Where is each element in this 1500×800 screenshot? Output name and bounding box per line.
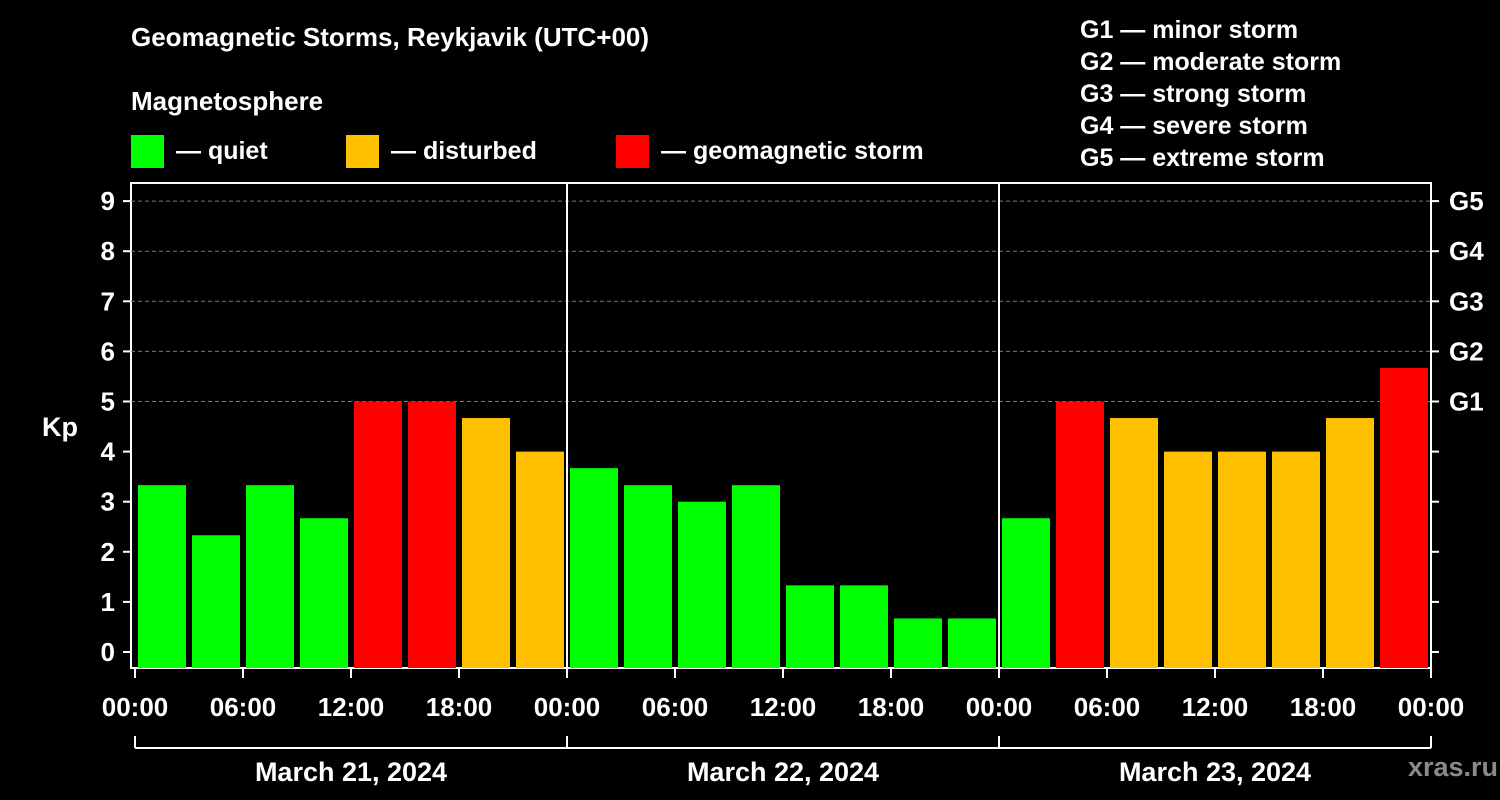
right-axis-label-G5: G5 xyxy=(1449,186,1484,216)
xtick-label-2: 12:00 xyxy=(318,692,385,722)
xtick-label-1: 06:00 xyxy=(210,692,277,722)
ytick-label-7: 7 xyxy=(101,286,115,316)
bar-20 xyxy=(1218,451,1266,668)
ytick-label-6: 6 xyxy=(101,336,115,366)
bar-11 xyxy=(732,485,780,668)
bar-12 xyxy=(786,585,834,668)
xtick-label-11: 18:00 xyxy=(1290,692,1357,722)
xtick-label-6: 12:00 xyxy=(750,692,817,722)
ytick-label-8: 8 xyxy=(101,236,115,266)
storm-level-g2: G2 — moderate storm xyxy=(1080,48,1342,76)
bar-19 xyxy=(1164,451,1212,668)
legend-item-quiet: — quiet xyxy=(131,134,268,168)
bar-8 xyxy=(570,468,618,668)
bar-18 xyxy=(1110,418,1158,668)
xtick-label-8: 00:00 xyxy=(966,692,1033,722)
bar-0 xyxy=(138,485,186,668)
right-axis-label-G4: G4 xyxy=(1449,236,1484,266)
bar-14 xyxy=(894,618,942,668)
ytick-label-4: 4 xyxy=(101,437,116,467)
ytick-label-9: 9 xyxy=(101,186,115,216)
bar-2 xyxy=(246,485,294,668)
right-axis-label-G2: G2 xyxy=(1449,336,1484,366)
xtick-label-5: 06:00 xyxy=(642,692,709,722)
bar-1 xyxy=(192,535,240,668)
bar-13 xyxy=(840,585,888,668)
xtick-label-9: 06:00 xyxy=(1074,692,1141,722)
bar-7 xyxy=(516,451,564,668)
day-label-0: March 21, 2024 xyxy=(255,757,447,787)
bar-15 xyxy=(948,618,996,668)
storm-level-g3: G3 — strong storm xyxy=(1080,80,1307,108)
legend-label-storm: — geomagnetic storm xyxy=(661,136,924,165)
bar-4 xyxy=(354,401,402,668)
y-axis-label: Kp xyxy=(42,412,78,442)
legend-swatch-quiet xyxy=(131,134,164,168)
legend-label-quiet: — quiet xyxy=(176,136,268,165)
bar-10 xyxy=(678,501,726,668)
bar-3 xyxy=(300,518,348,668)
ytick-label-5: 5 xyxy=(101,387,115,417)
xtick-label-12: 00:00 xyxy=(1398,692,1465,722)
legend-item-disturbed: — disturbed xyxy=(346,134,537,168)
ytick-label-3: 3 xyxy=(101,487,115,517)
xtick-label-4: 00:00 xyxy=(534,692,601,722)
legend-item-storm: — geomagnetic storm xyxy=(616,134,924,168)
storm-level-g5: G5 — extreme storm xyxy=(1080,144,1325,172)
storm-level-g1: G1 — minor storm xyxy=(1080,16,1299,44)
chart-title: Geomagnetic Storms, Reykjavik (UTC+00) xyxy=(131,22,650,52)
xtick-label-3: 18:00 xyxy=(426,692,493,722)
ytick-label-0: 0 xyxy=(101,637,115,667)
bar-16 xyxy=(1002,518,1050,668)
bar-9 xyxy=(624,485,672,668)
ytick-label-1: 1 xyxy=(101,587,115,617)
plot-frame xyxy=(130,182,1432,669)
day-label-2: March 23, 2024 xyxy=(1119,757,1311,787)
watermark: xras.ru xyxy=(1407,752,1498,782)
right-axis-label-G3: G3 xyxy=(1449,286,1484,316)
right-axis-label-G1: G1 xyxy=(1449,387,1484,417)
xtick-label-7: 18:00 xyxy=(858,692,925,722)
bar-21 xyxy=(1272,451,1320,668)
bar-6 xyxy=(462,418,510,668)
legend-swatch-storm xyxy=(616,134,649,168)
ytick-label-2: 2 xyxy=(101,537,115,567)
legend-swatch-disturbed xyxy=(346,134,379,168)
bar-22 xyxy=(1326,418,1374,668)
xtick-label-0: 00:00 xyxy=(102,692,169,722)
day-label-1: March 22, 2024 xyxy=(687,757,879,787)
bar-5 xyxy=(408,401,456,668)
storm-level-list: G1 — minor storm G2 — moderate storm G3 … xyxy=(1080,14,1341,174)
chart-subtitle: Magnetosphere xyxy=(131,86,324,116)
legend-label-disturbed: — disturbed xyxy=(391,136,537,165)
bar-17 xyxy=(1056,401,1104,668)
bar-23 xyxy=(1380,367,1428,668)
xtick-label-10: 12:00 xyxy=(1182,692,1249,722)
storm-level-g4: G4 — severe storm xyxy=(1080,112,1308,140)
